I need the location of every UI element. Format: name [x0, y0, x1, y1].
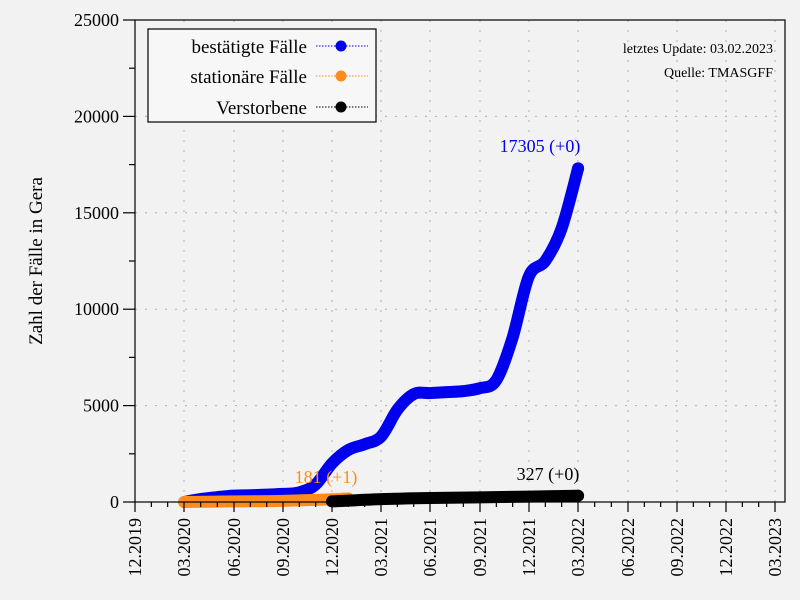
deaths-end-label: 327 (+0) [517, 464, 580, 485]
legend-label-confirmed: bestätigte Fälle [191, 37, 307, 58]
series-end-marker [572, 489, 585, 502]
x-tick-label: 06.2021 [420, 518, 440, 577]
source-annotation: Quelle: TMASGFF [664, 66, 773, 81]
series-line-2 [325, 489, 585, 508]
x-tick-label: 09.2021 [470, 518, 490, 577]
x-tick-label: 09.2022 [667, 518, 687, 577]
x-tick-label: 12.2022 [716, 518, 736, 577]
y-axis-label: Zahl der Fälle in Gera [26, 177, 47, 345]
y-tick-label: 0 [110, 492, 119, 512]
hospitalized-end-label: 181 (+1) [295, 467, 358, 488]
series-end-marker [572, 162, 585, 175]
legend-label-deaths: Verstorbene [216, 98, 307, 119]
x-tick-label: 03.2020 [174, 518, 194, 577]
x-tick-label: 09.2020 [273, 518, 293, 577]
legend-item-deaths: Verstorbene [216, 98, 368, 119]
x-tick-label: 03.2022 [568, 518, 588, 577]
y-tick-label: 5000 [83, 396, 119, 416]
x-tick-label: 06.2020 [224, 518, 244, 577]
legend-label-hospitalized: stationäre Fälle [190, 67, 307, 88]
last-update-annotation: letztes Update: 03.02.2023 [623, 42, 773, 57]
y-tick-label: 25000 [74, 10, 119, 30]
legend-marker-deaths [335, 101, 347, 113]
x-tick-label: 12.2020 [322, 518, 342, 577]
x-tick-label: 03.2021 [371, 518, 391, 577]
legend: bestätigte Fälle stationäre Fälle Versto… [147, 28, 377, 123]
x-tick-label: 12.2019 [125, 518, 145, 577]
series-line-0 [178, 162, 585, 508]
legend-item-hospitalized: stationäre Fälle [190, 67, 368, 88]
legend-item-confirmed: bestätigte Fälle [191, 37, 368, 58]
x-axis: 12.2019 03.2020 06.2020 09.2020 12.2020 03.20… [125, 502, 785, 577]
grid-lines [135, 20, 785, 502]
x-tick-label: 12.2021 [519, 518, 539, 577]
legend-marker-confirmed [335, 40, 347, 52]
y-tick-label: 15000 [74, 203, 119, 223]
x-tick-label: 06.2022 [618, 518, 638, 577]
legend-marker-hospitalized [335, 70, 347, 82]
y-axis: 0 5000 10000 15000 20000 25000 [74, 10, 135, 512]
y-tick-label: 20000 [74, 106, 119, 126]
confirmed-end-label: 17305 (+0) [500, 136, 581, 157]
x-tick-label: 03.2023 [765, 518, 785, 577]
y-tick-label: 10000 [74, 299, 119, 319]
series-layer [178, 162, 585, 508]
